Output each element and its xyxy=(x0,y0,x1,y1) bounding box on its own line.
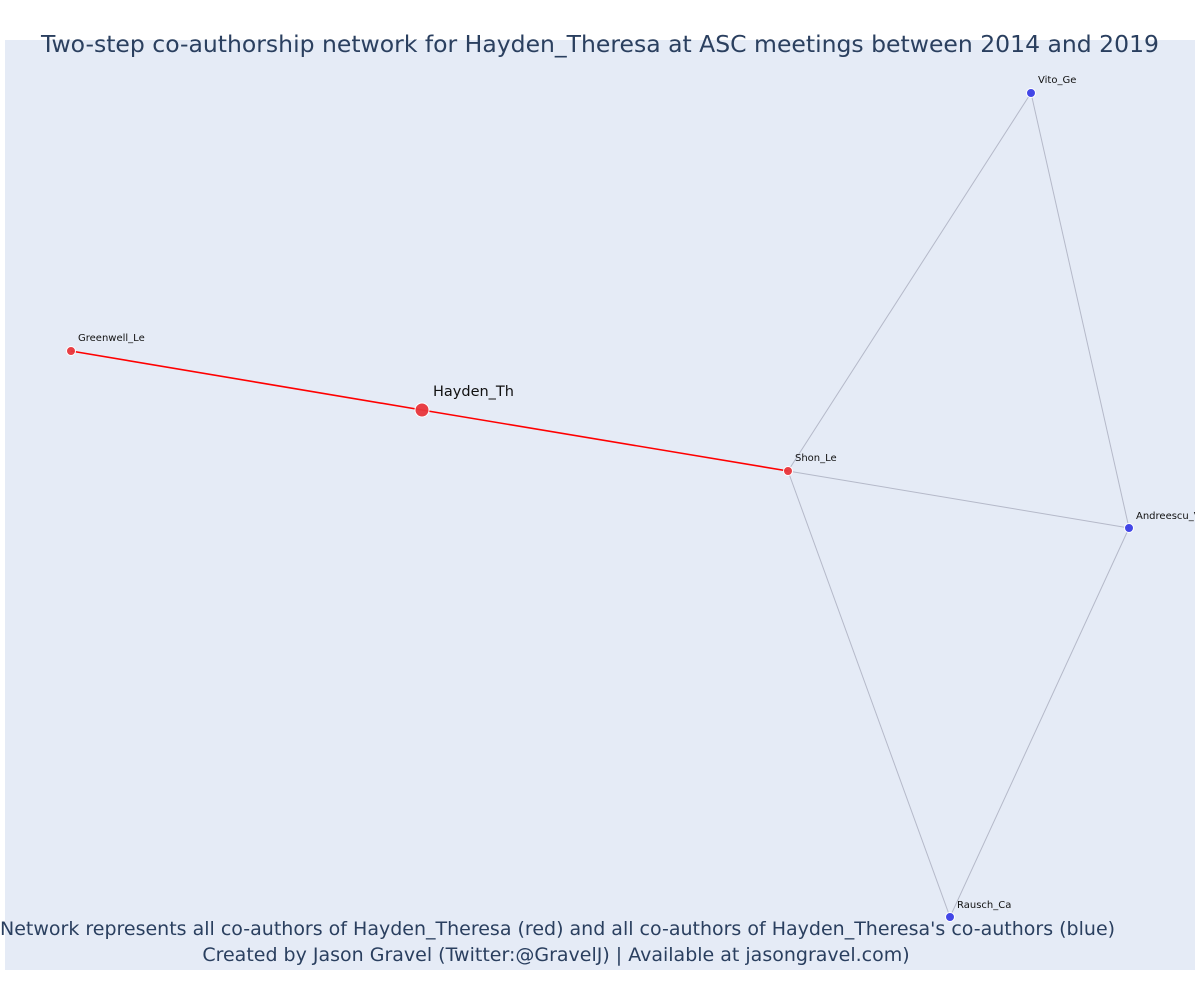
node-shon_le[interactable] xyxy=(783,466,793,476)
edge-andreescu_v-rausch_ca xyxy=(949,527,1130,918)
node-label-hayden_th: Hayden_Th xyxy=(433,384,514,400)
node-label-greenwell_le: Greenwell_Le xyxy=(78,333,145,344)
network-edges xyxy=(70,92,1130,918)
edge-shon_le-rausch_ca xyxy=(787,470,951,918)
edge-hayden_th-shon_le xyxy=(421,409,789,472)
node-label-andreescu_v: Andreescu_V xyxy=(1136,511,1200,522)
node-label-rausch_ca: Rausch_Ca xyxy=(957,900,1011,911)
node-rausch_ca[interactable] xyxy=(945,912,955,922)
chart-title: Two-step co-authorship network for Hayde… xyxy=(41,30,1159,58)
node-andreescu_v[interactable] xyxy=(1124,523,1134,533)
edge-shon_le-vito_ge xyxy=(787,92,1032,472)
edge-shon_le-andreescu_v xyxy=(787,470,1130,529)
node-vito_ge[interactable] xyxy=(1026,88,1036,98)
node-label-shon_le: Shon_Le xyxy=(795,453,837,464)
node-label-vito_ge: Vito_Ge xyxy=(1038,75,1076,86)
footer-description: Network represents all co-authors of Hay… xyxy=(0,918,1116,940)
network-nodes: Hayden_Th Greenwell_Le Shon_Le Vito_Ge Andre… xyxy=(66,75,1200,922)
node-greenwell_le[interactable] xyxy=(66,346,76,356)
footer-credit: Created by Jason Gravel (Twitter:@Gravel… xyxy=(202,944,910,966)
node-hayden_th[interactable] xyxy=(414,402,430,418)
edge-greenwell_le-hayden_th xyxy=(70,350,423,411)
edge-vito_ge-andreescu_v xyxy=(1030,92,1130,529)
